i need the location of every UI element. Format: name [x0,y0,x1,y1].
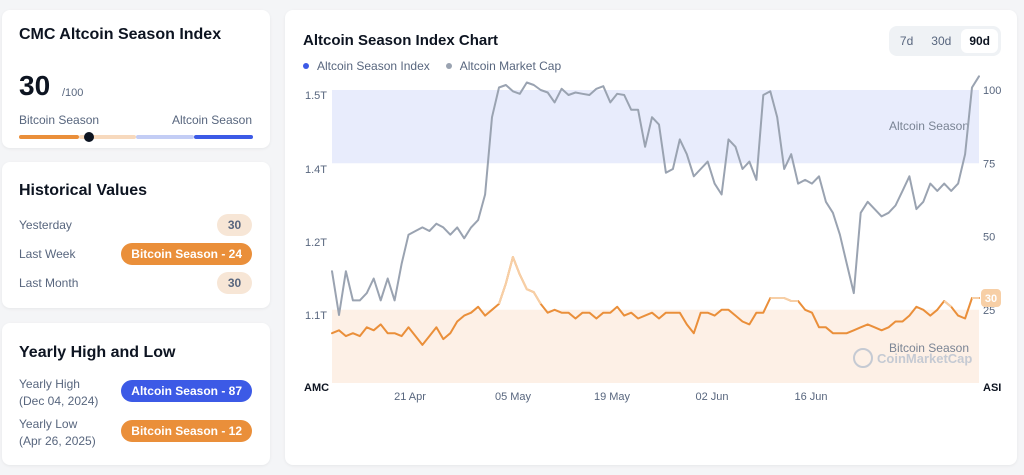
coinmarketcap-logo-icon [853,348,873,368]
x-axis-tick: 16 Jun [794,391,827,403]
current-value-badge-bg [981,289,1001,308]
yearly-low-value: Bitcoin Season - 12 [121,420,252,442]
history-label-last-month: Last Month [19,276,79,290]
altcoin-season-chart: Altcoin Season Bitcoin Season 1.1T 1.2T 1.4T… [304,75,1001,403]
legend-dot-index [303,63,309,69]
scale-indicator-knob [84,132,95,142]
x-axis-left-label: AMC [304,382,329,394]
legend-item-market-cap[interactable]: Altcoin Market Cap [445,59,562,73]
left-axis-tick: 1.5T [305,90,327,102]
historical-values-card: Historical Values Yesterday 30 Last Week… [2,162,270,308]
x-axis-right-label: ASI [983,382,1001,394]
current-value-badge: 30 [981,289,1001,308]
right-axis-tick: 100 [983,85,1001,97]
series-line-market-cap [331,75,980,316]
range-selector: 7d 30d 90d [888,26,1001,56]
yearly-title: Yearly High and Low [19,344,176,361]
chart-card: Altcoin Season Bitcoin Season 1.1T 1.2T 1.4T… [285,10,1017,465]
x-axis-tick: 02 Jun [695,391,728,403]
zone-bitcoin-season [332,309,979,383]
range-90d-button[interactable]: 90d [961,29,998,53]
series-line-index-above-zone [770,297,799,302]
zone-altcoin-season [332,90,979,164]
yearly-high-label: Yearly High [19,377,80,391]
legend-label-index: Altcoin Season Index [317,59,430,73]
left-axis-tick: 1.4T [305,164,327,176]
altcoin-season-label: Altcoin Season [171,113,252,127]
x-axis-tick: 05 May [495,391,532,403]
zone-label-altcoin: Altcoin Season [889,119,969,133]
legend-dot-market-cap [445,63,452,69]
history-value-yesterday: 30 [217,214,252,236]
yearly-high-value: Altcoin Season - 87 [121,380,252,402]
history-label-yesterday: Yesterday [19,218,72,232]
historical-title: Historical Values [19,182,148,199]
scale-seg-bitcoin-light [79,135,136,139]
series-line-index-above-zone [943,300,952,308]
coinmarketcap-watermark: CoinMarketCap [853,348,972,368]
bitcoin-season-label: Bitcoin Season [19,113,100,127]
zone-label-bitcoin: Bitcoin Season [889,341,969,355]
scale-seg-altcoin [194,135,253,139]
range-30d-button[interactable]: 30d [931,34,952,48]
series-line-index-above-zone [498,256,542,305]
right-axis-tick: 75 [983,158,995,170]
right-axis-tick: 50 [983,232,995,244]
history-label-last-week: Last Week [19,247,76,261]
season-scale-bar [19,132,253,142]
index-card-title: CMC Altcoin Season Index [19,26,222,43]
scale-seg-bitcoin [19,135,79,139]
chart-title: Altcoin Season Index Chart [303,32,499,49]
right-axis-tick: 25 [983,305,995,317]
watermark-text: CoinMarketCap [877,351,972,366]
legend-label-market-cap: Altcoin Market Cap [459,59,562,73]
left-axis-tick: 1.1T [305,310,327,322]
x-axis-tick: 21 Apr [394,391,426,403]
series-line-index [331,256,980,346]
yearly-low-label: Yearly Low [19,417,78,431]
range-7d-button[interactable]: 7d [899,34,914,48]
index-value: 30 [19,70,51,101]
yearly-high-date: (Dec 04, 2024) [19,394,99,408]
yearly-high-low-card: Yearly High and Low Yearly High (Dec 04,… [2,323,270,465]
legend-item-index[interactable]: Altcoin Season Index [303,59,430,73]
chart-legend: Altcoin Season Index Altcoin Market Cap [303,59,561,73]
history-value-last-week: Bitcoin Season - 24 [121,243,252,265]
index-max: /100 [62,87,84,99]
current-value-badge-text: 30 [985,293,997,305]
x-axis-tick: 19 May [594,391,631,403]
history-value-last-month: 30 [217,272,252,294]
altcoin-index-card: CMC Altcoin Season Index 30 /100 Bitcoin… [2,10,270,148]
left-axis-tick: 1.2T [305,237,327,249]
yearly-low-date: (Apr 26, 2025) [19,434,96,448]
scale-seg-altcoin-light [136,135,194,139]
